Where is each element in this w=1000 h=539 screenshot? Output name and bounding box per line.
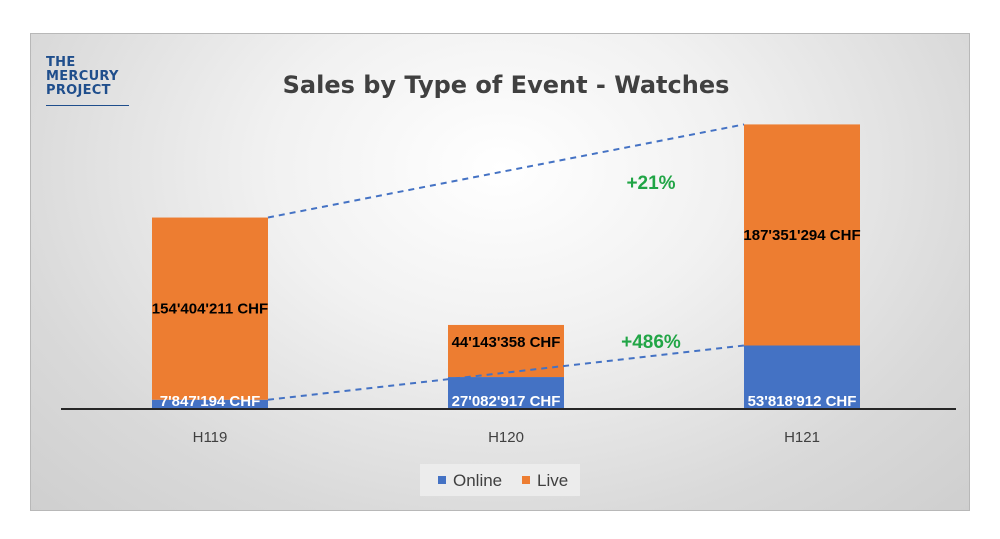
data-label-online-h120: 27'082'917 CHF: [452, 393, 561, 410]
legend-swatch-online: [438, 476, 446, 484]
data-label-live-h121: 187'351'294 CHF: [743, 227, 860, 244]
trend-layer: [267, 123, 745, 401]
legend-swatch-live: [522, 476, 530, 484]
legend-label-live: Live: [537, 471, 568, 490]
category-label-h119: H119: [193, 429, 228, 446]
logo-line-1: THE: [46, 55, 76, 70]
trend-line-online: [267, 344, 745, 401]
bar-live-h119: [152, 217, 268, 400]
bar-live-h121: [744, 124, 860, 346]
stacked-bar-chart: Sales by Type of Event - Watches 7'847'1…: [61, 71, 956, 496]
bar-online-h120: [448, 377, 564, 409]
bar-online-h119: [152, 399, 268, 409]
legend-background: [420, 464, 580, 496]
logo-line-2: MERCURY: [46, 69, 119, 84]
category-labels: H119 H120 H121: [193, 429, 820, 446]
chart-frame: THE MERCURY PROJECT Sales by Type of Eve…: [30, 33, 970, 511]
label-layer: 7'847'194 CHF 154'404'211 CHF 27'082'917 C…: [152, 173, 861, 410]
growth-annotation-live: +21%: [626, 173, 675, 194]
data-label-live-h120: 44'143'358 CHF: [452, 334, 561, 351]
legend-label-online: Online: [453, 471, 502, 490]
legend: Online Live: [420, 464, 580, 496]
data-label-live-h119: 154'404'211 CHF: [152, 301, 268, 318]
data-label-online-h121: 53'818'912 CHF: [748, 393, 857, 410]
growth-annotation-online: +486%: [621, 332, 681, 353]
mercury-project-logo: THE MERCURY PROJECT: [46, 56, 119, 98]
category-label-h121: H121: [784, 429, 820, 446]
bar-live-h120: [448, 324, 564, 378]
chart-title: Sales by Type of Event - Watches: [283, 71, 730, 99]
data-label-online-h119: 7'847'194 CHF: [160, 393, 261, 410]
logo-line-3: PROJECT: [46, 83, 111, 98]
logo-underline: [46, 105, 129, 106]
bars-layer: [152, 124, 860, 409]
category-label-h120: H120: [488, 429, 524, 446]
trend-line-live: [267, 123, 745, 219]
bar-online-h121: [744, 345, 860, 409]
